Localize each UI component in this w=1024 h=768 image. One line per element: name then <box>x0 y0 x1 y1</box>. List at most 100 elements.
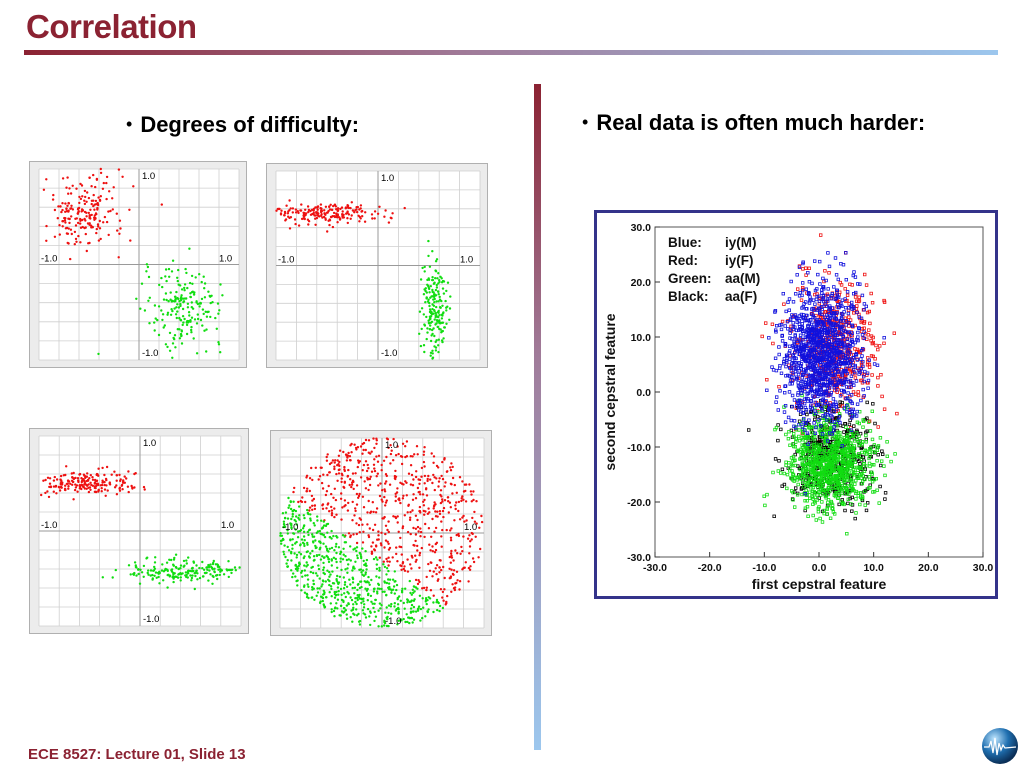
data-point <box>81 485 85 488</box>
data-point <box>211 562 215 566</box>
data-point <box>121 175 124 178</box>
data-point <box>168 275 171 278</box>
data-point <box>387 556 390 559</box>
data-point <box>870 472 874 476</box>
data-point <box>78 484 81 488</box>
data-point <box>321 583 324 586</box>
data-point <box>452 587 456 590</box>
data-point <box>408 518 412 522</box>
data-point <box>294 563 297 567</box>
data-point <box>321 504 324 507</box>
data-point <box>321 216 324 219</box>
data-point <box>380 625 383 628</box>
data-point <box>854 478 858 483</box>
data-point <box>864 508 869 513</box>
data-point <box>331 570 334 573</box>
data-point <box>414 533 418 536</box>
data-point <box>324 213 327 216</box>
data-point <box>213 567 216 570</box>
data-point <box>334 459 337 462</box>
slide-title: Correlation <box>26 8 197 45</box>
data-point <box>348 455 352 458</box>
data-point <box>326 569 329 572</box>
data-point <box>438 477 441 480</box>
data-point <box>839 472 843 477</box>
data-point <box>347 563 350 566</box>
data-point <box>192 293 196 296</box>
data-point <box>391 212 394 215</box>
data-point <box>783 403 788 408</box>
data-point <box>446 594 449 598</box>
data-point <box>281 512 285 515</box>
data-point <box>829 297 834 301</box>
data-point <box>167 573 170 576</box>
data-point <box>330 595 333 598</box>
data-point <box>814 424 818 429</box>
data-point <box>406 601 409 604</box>
data-point <box>370 600 373 603</box>
data-point <box>425 337 428 341</box>
data-point <box>857 295 861 299</box>
data-point <box>275 209 278 212</box>
data-point <box>203 329 206 332</box>
data-point <box>313 524 316 527</box>
data-point <box>845 531 849 536</box>
data-point <box>442 292 446 295</box>
data-point <box>394 580 397 583</box>
data-point <box>81 208 84 212</box>
data-point <box>356 465 359 469</box>
data-point <box>371 501 374 504</box>
data-point <box>853 482 857 486</box>
data-point <box>778 323 782 327</box>
data-point <box>435 322 438 325</box>
data-point <box>287 506 290 509</box>
data-point <box>378 569 381 572</box>
data-point <box>383 495 386 499</box>
data-point <box>846 497 850 501</box>
data-point <box>364 573 367 576</box>
data-point <box>419 607 423 611</box>
data-point <box>61 220 65 223</box>
data-point <box>799 298 804 302</box>
data-point <box>312 522 315 525</box>
data-point <box>81 479 84 482</box>
data-point <box>340 593 343 596</box>
data-point <box>73 230 77 234</box>
data-point <box>453 519 456 522</box>
data-point <box>303 591 307 594</box>
data-point <box>83 189 87 193</box>
data-point <box>133 472 136 476</box>
data-point <box>356 205 359 209</box>
data-point <box>194 574 197 578</box>
data-point <box>376 590 379 593</box>
data-point <box>329 602 332 605</box>
data-point <box>858 491 863 495</box>
data-point <box>290 569 293 572</box>
data-point <box>437 344 440 347</box>
data-point <box>309 552 312 555</box>
data-point <box>353 443 356 446</box>
data-point <box>209 295 212 298</box>
data-point <box>403 514 406 517</box>
data-point <box>869 291 873 296</box>
data-point <box>423 270 426 273</box>
data-point <box>333 461 336 464</box>
data-point <box>191 282 194 285</box>
data-point <box>832 285 836 289</box>
data-point <box>431 295 434 298</box>
data-point <box>132 185 135 188</box>
data-point <box>185 323 189 327</box>
data-point <box>471 557 475 560</box>
data-point <box>823 494 828 498</box>
data-point <box>108 190 111 193</box>
data-point <box>320 481 324 485</box>
data-point <box>787 297 792 301</box>
data-point <box>317 478 320 481</box>
data-point <box>369 611 372 614</box>
scatter-plot-2: 1.0-1.0-1.0 1.0 <box>275 170 481 361</box>
data-point <box>196 578 199 581</box>
data-point <box>183 283 187 286</box>
data-point <box>378 205 381 208</box>
data-point <box>805 412 809 417</box>
data-point <box>842 406 846 410</box>
